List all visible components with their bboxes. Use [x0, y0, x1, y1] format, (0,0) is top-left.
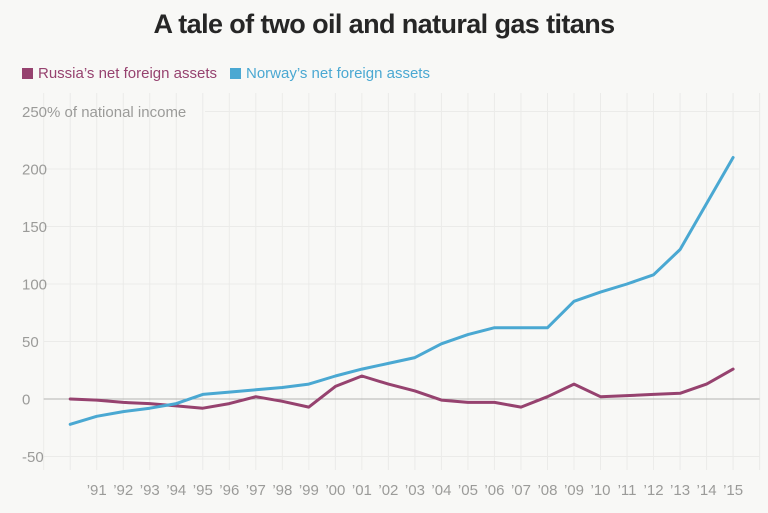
- x-tick-label: ’03: [405, 482, 425, 499]
- x-tick-label: ’08: [537, 482, 557, 499]
- x-tick-label: ’91: [87, 482, 107, 499]
- legend-swatch-icon: [229, 68, 241, 79]
- y-tick-label: -50: [22, 449, 44, 466]
- x-tick-label: ’96: [219, 482, 239, 499]
- x-tick-label: ’00: [325, 482, 345, 499]
- x-tick-label: ’09: [564, 482, 584, 499]
- y-tick-label: 50: [22, 334, 39, 351]
- series-line-russia: [68, 367, 735, 410]
- chart-legend: Russia’s net foreign assets Norway’s net …: [22, 65, 430, 82]
- chart-title: A tale of two oil and natural gas titans: [153, 9, 615, 39]
- legend-label: Norway’s net foreign assets: [245, 65, 430, 82]
- y-tick-label: 0: [22, 392, 30, 409]
- x-tick-label: ’13: [670, 482, 690, 499]
- x-tick-label: ’98: [272, 482, 292, 499]
- x-tick-label: ’10: [590, 482, 610, 499]
- x-tick-label: ’04: [431, 482, 451, 499]
- x-tick-label: ’06: [484, 482, 504, 499]
- x-tick-label: ’01: [352, 482, 372, 499]
- x-tick-label: ’97: [246, 482, 266, 499]
- x-tick-label: ’94: [166, 482, 186, 499]
- y-axis-unit-label: 250% of national income: [22, 104, 186, 121]
- x-tick-label: ’14: [697, 482, 717, 499]
- legend-label: Russia’s net foreign assets: [38, 65, 217, 82]
- x-tick-label: ’02: [378, 482, 398, 499]
- x-tick-label: ’07: [511, 482, 531, 499]
- x-tick-label: ’95: [193, 482, 213, 499]
- legend-swatch-icon: [22, 68, 33, 79]
- x-tick-label: ’11: [618, 482, 637, 499]
- x-tick-label: ’12: [644, 482, 664, 499]
- x-tick-label: ’15: [723, 482, 743, 499]
- legend-item-russia: Russia’s net foreign assets: [22, 65, 217, 82]
- y-tick-label: 100: [22, 277, 47, 294]
- x-tick-label: ’99: [299, 482, 319, 499]
- y-tick-label: 200: [22, 162, 47, 179]
- legend-item-norway: Norway’s net foreign assets: [229, 65, 430, 82]
- y-tick-label: 150: [22, 219, 47, 236]
- x-tick-label: ’92: [113, 482, 133, 499]
- x-tick-label: ’93: [140, 482, 160, 499]
- x-tick-label: ’05: [458, 482, 478, 499]
- series-line-norway: [68, 156, 735, 426]
